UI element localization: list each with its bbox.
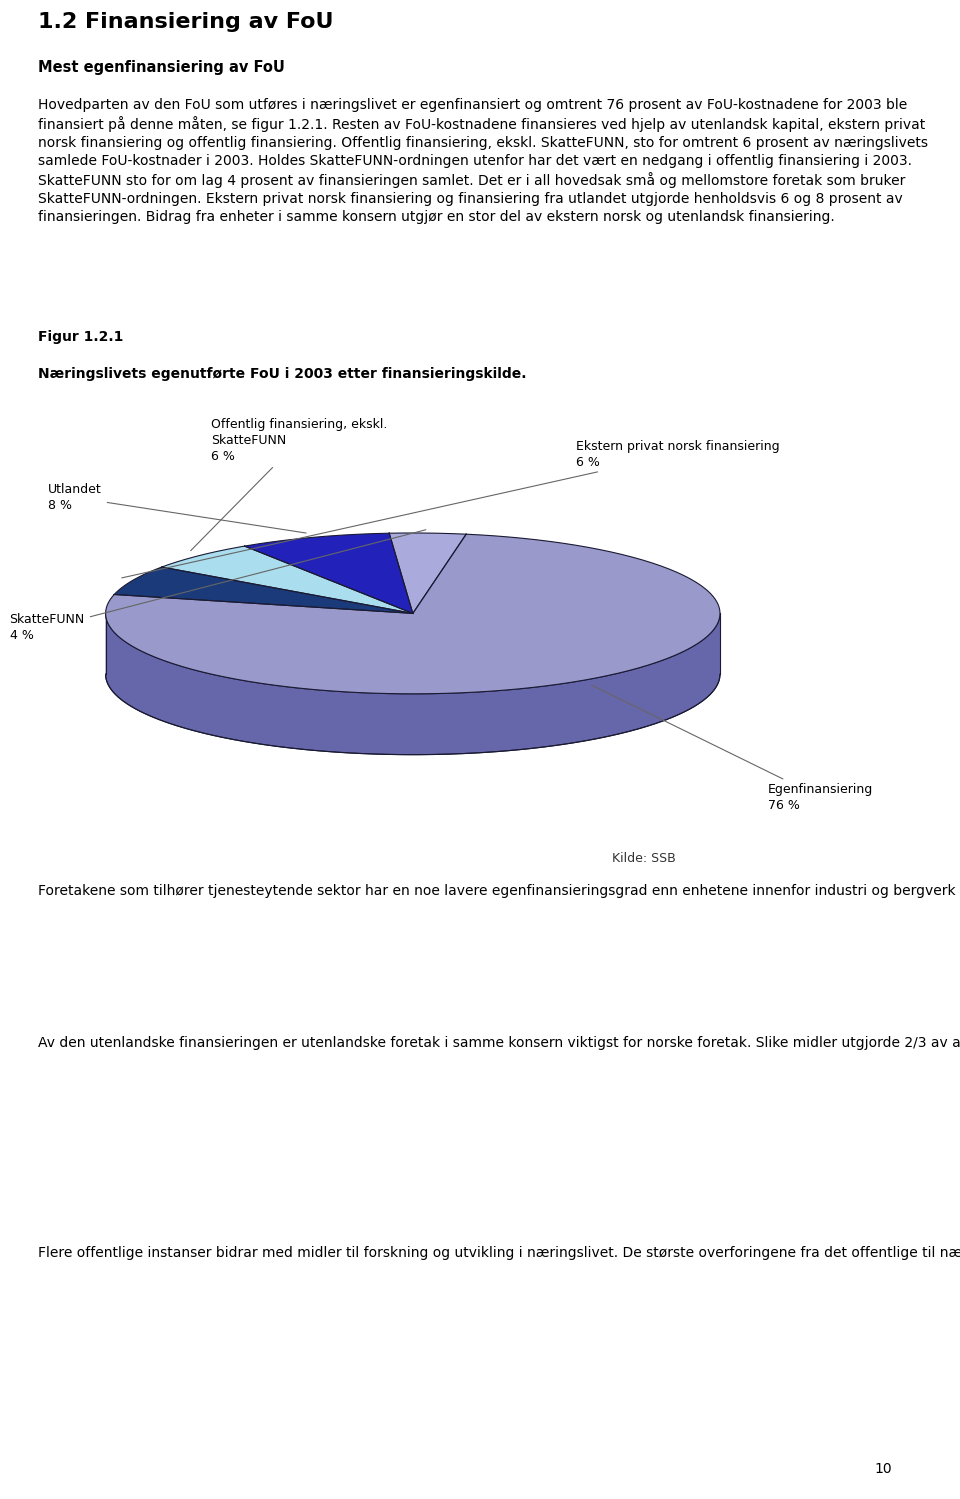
Text: Av den utenlandske finansieringen er utenlandske foretak i samme konsern viktigs: Av den utenlandske finansieringen er ute…: [38, 1034, 960, 1051]
Polygon shape: [106, 613, 720, 754]
Text: 10: 10: [875, 1462, 892, 1477]
Text: Mest egenfinansiering av FoU: Mest egenfinansiering av FoU: [38, 60, 285, 75]
Text: Egenfinansiering
76 %: Egenfinansiering 76 %: [592, 685, 874, 812]
Polygon shape: [389, 534, 467, 613]
Text: Næringslivets egenutførte FoU i 2003 etter finansieringskilde.: Næringslivets egenutførte FoU i 2003 ett…: [38, 367, 527, 381]
Text: Foretakene som tilhører tjenesteytende sektor har en noe lavere egenfinansiering: Foretakene som tilhører tjenesteytende s…: [38, 884, 960, 898]
Text: Flere offentlige instanser bidrar med midler til forskning og utvikling i næring: Flere offentlige instanser bidrar med mi…: [38, 1244, 960, 1261]
Text: 1.2 Finansiering av FoU: 1.2 Finansiering av FoU: [38, 12, 334, 31]
Text: Hovedparten av den FoU som utføres i næringslivet er egenfinansiert og omtrent 7: Hovedparten av den FoU som utføres i nær…: [38, 97, 928, 225]
Text: Utlandet
8 %: Utlandet 8 %: [48, 483, 306, 534]
Text: Ekstern privat norsk finansiering
6 %: Ekstern privat norsk finansiering 6 %: [122, 439, 780, 579]
Polygon shape: [114, 567, 413, 613]
Text: Offentlig finansiering, ekskl.
SkatteFUNN
6 %: Offentlig finansiering, ekskl. SkatteFUN…: [191, 418, 388, 550]
Text: Figur 1.2.1: Figur 1.2.1: [38, 330, 124, 343]
Polygon shape: [106, 534, 720, 694]
Text: SkatteFUNN
4 %: SkatteFUNN 4 %: [10, 529, 426, 643]
Text: Kilde: SSB: Kilde: SSB: [612, 851, 676, 865]
Polygon shape: [245, 534, 413, 613]
Polygon shape: [162, 546, 413, 613]
